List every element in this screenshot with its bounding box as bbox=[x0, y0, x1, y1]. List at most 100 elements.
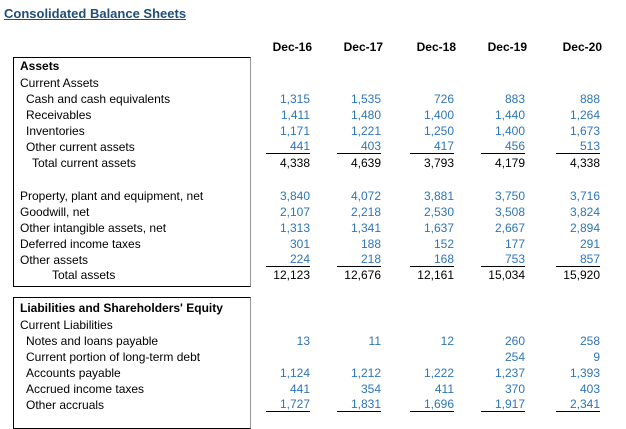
cell-value: 2,107 bbox=[279, 205, 310, 219]
cell-value: 370 bbox=[504, 382, 525, 396]
column-header: Dec-18 bbox=[416, 40, 456, 54]
cell-value: 883 bbox=[504, 92, 525, 106]
row-label: Accounts payable bbox=[26, 366, 121, 380]
cell-value: 254 bbox=[504, 350, 525, 364]
cell-value: 4,179 bbox=[494, 156, 525, 170]
cell-value: 177 bbox=[504, 237, 525, 251]
column-header: Dec-20 bbox=[562, 40, 602, 54]
cell-value: 1,637 bbox=[423, 221, 454, 235]
cell-value: 513 bbox=[556, 140, 600, 154]
cell-value: 15,920 bbox=[563, 268, 600, 282]
cell-value: 888 bbox=[579, 92, 600, 106]
cell-value: 224 bbox=[266, 253, 310, 267]
row-label: Current Assets bbox=[20, 76, 99, 90]
cell-value: 1,831 bbox=[337, 398, 381, 412]
cell-value: 857 bbox=[556, 253, 600, 267]
cell-value: 1,393 bbox=[569, 366, 600, 380]
cell-value: 4,639 bbox=[350, 156, 381, 170]
cell-value: 12 bbox=[440, 334, 454, 348]
cell-value: 441 bbox=[289, 382, 310, 396]
cell-value: 3,508 bbox=[494, 205, 525, 219]
cell-value: 1,440 bbox=[494, 108, 525, 122]
cell-value: 1,917 bbox=[481, 398, 525, 412]
cell-value: 1,124 bbox=[279, 366, 310, 380]
cell-value: 3,840 bbox=[279, 189, 310, 203]
cell-value: 1,400 bbox=[494, 124, 525, 138]
cell-value: 291 bbox=[579, 237, 600, 251]
cell-value: 2,218 bbox=[350, 205, 381, 219]
cell-value: 1,727 bbox=[266, 398, 310, 412]
cell-value: 2,667 bbox=[494, 221, 525, 235]
row-label: Receivables bbox=[26, 108, 92, 122]
cell-value: 2,894 bbox=[569, 221, 600, 235]
column-header: Dec-16 bbox=[272, 40, 312, 54]
row-label: Liabilities and Shareholders' Equity bbox=[20, 301, 223, 315]
row-label: Goodwill, net bbox=[20, 205, 90, 219]
cell-value: 1,341 bbox=[350, 221, 381, 235]
cell-value: 1,264 bbox=[569, 108, 600, 122]
cell-value: 3,881 bbox=[423, 189, 454, 203]
cell-value: 1,411 bbox=[280, 108, 310, 122]
sheet-title: Consolidated Balance Sheets bbox=[4, 6, 187, 21]
assets-box bbox=[13, 57, 251, 287]
cell-value: 301 bbox=[289, 237, 310, 251]
cell-value: 9 bbox=[593, 350, 600, 364]
cell-value: 258 bbox=[579, 334, 600, 348]
cell-value: 1,400 bbox=[423, 108, 454, 122]
cell-value: 1,696 bbox=[410, 398, 454, 412]
cell-value: 403 bbox=[579, 382, 600, 396]
cell-value: 12,123 bbox=[273, 268, 310, 282]
cell-value: 1,222 bbox=[423, 366, 454, 380]
row-label: Total assets bbox=[52, 268, 116, 282]
row-label: Deferred income taxes bbox=[20, 237, 141, 251]
cell-value: 1,673 bbox=[569, 124, 600, 138]
cell-value: 12,676 bbox=[344, 268, 381, 282]
cell-value: 4,072 bbox=[350, 189, 381, 203]
cell-value: 260 bbox=[504, 334, 525, 348]
cell-value: 1,535 bbox=[350, 92, 381, 106]
cell-value: 3,824 bbox=[569, 205, 600, 219]
row-label: Other current assets bbox=[26, 140, 135, 154]
cell-value: 2,341 bbox=[556, 398, 600, 412]
row-label: Cash and cash equivalents bbox=[26, 92, 171, 106]
row-label: Accrued income taxes bbox=[26, 382, 145, 396]
cell-value: 417 bbox=[410, 140, 454, 154]
cell-value: 4,338 bbox=[279, 156, 310, 170]
cell-value: 12,161 bbox=[417, 268, 454, 282]
cell-value: 1,221 bbox=[350, 124, 381, 138]
cell-value: 441 bbox=[266, 140, 310, 154]
cell-value: 1,212 bbox=[350, 366, 381, 380]
row-label: Inventories bbox=[26, 124, 85, 138]
column-header: Dec-19 bbox=[487, 40, 527, 54]
row-label: Other accruals bbox=[26, 398, 105, 412]
cell-value: 152 bbox=[433, 237, 454, 251]
cell-value: 403 bbox=[337, 140, 381, 154]
cell-value: 354 bbox=[360, 382, 381, 396]
cell-value: 3,716 bbox=[569, 189, 600, 203]
cell-value: 753 bbox=[481, 253, 525, 267]
cell-value: 188 bbox=[360, 237, 381, 251]
cell-value: 456 bbox=[481, 140, 525, 154]
row-label: Current Liabilities bbox=[20, 318, 113, 332]
cell-value: 168 bbox=[410, 253, 454, 267]
cell-value: 1,250 bbox=[423, 124, 454, 138]
cell-value: 218 bbox=[337, 253, 381, 267]
cell-value: 2,530 bbox=[423, 205, 454, 219]
column-header: Dec-17 bbox=[343, 40, 383, 54]
cell-value: 11 bbox=[368, 334, 381, 348]
cell-value: 726 bbox=[433, 92, 454, 106]
cell-value: 411 bbox=[434, 382, 454, 396]
cell-value: 1,237 bbox=[494, 366, 525, 380]
cell-value: 4,338 bbox=[569, 156, 600, 170]
row-label: Assets bbox=[20, 59, 60, 73]
row-label: Current portion of long-term debt bbox=[26, 350, 201, 364]
cell-value: 1,171 bbox=[279, 124, 310, 138]
row-label: Property, plant and equipment, net bbox=[20, 189, 204, 203]
row-label: Other assets bbox=[20, 253, 89, 267]
row-label: Notes and loans payable bbox=[26, 334, 159, 348]
cell-value: 3,750 bbox=[494, 189, 525, 203]
cell-value: 1,313 bbox=[279, 221, 310, 235]
cell-value: 1,480 bbox=[350, 108, 381, 122]
row-label: Other intangible assets, net bbox=[20, 221, 167, 235]
cell-value: 3,793 bbox=[423, 156, 454, 170]
